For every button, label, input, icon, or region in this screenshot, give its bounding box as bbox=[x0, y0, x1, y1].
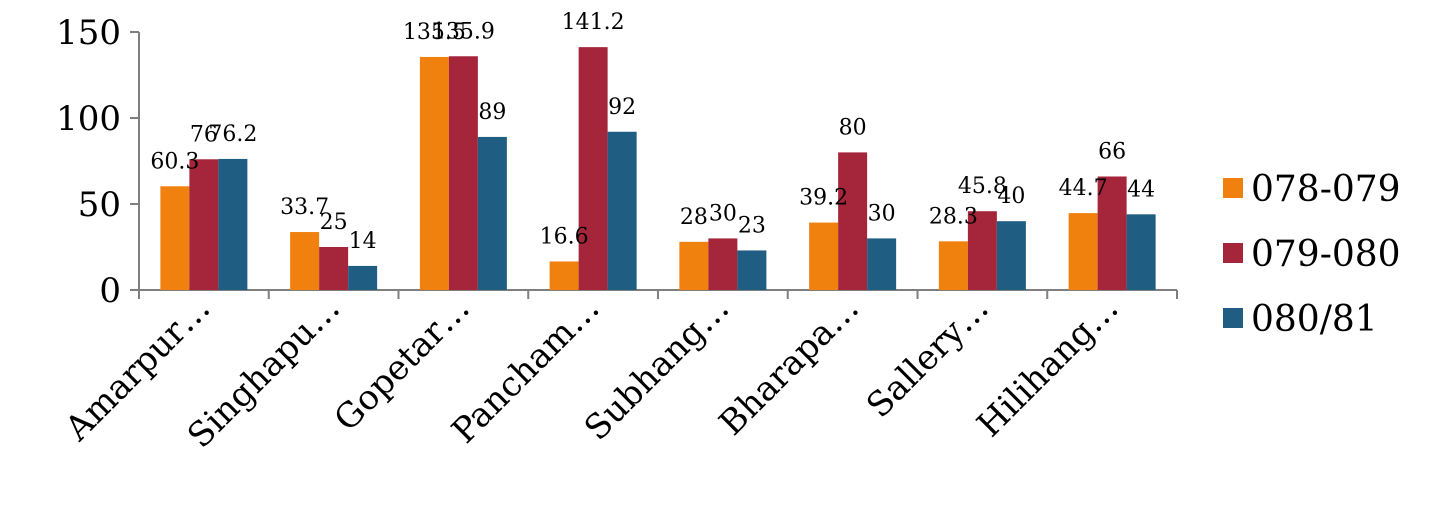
bar bbox=[1126, 214, 1156, 290]
data-label: 30 bbox=[709, 201, 737, 226]
data-label: 92 bbox=[608, 95, 636, 120]
data-labels: 60.3 33.7 135.5 16.6 28 39.2 28.3 44.7 76 25 135.9… bbox=[150, 10, 1155, 254]
data-label: 44.7 bbox=[1059, 176, 1108, 201]
bar bbox=[578, 47, 608, 290]
bar bbox=[448, 56, 478, 290]
data-label: 66 bbox=[1098, 139, 1126, 164]
data-label: 39.2 bbox=[799, 186, 848, 211]
bar bbox=[160, 186, 190, 290]
bar bbox=[867, 238, 897, 290]
y-tick-label: 150 bbox=[56, 13, 121, 53]
legend-swatch bbox=[1223, 178, 1243, 198]
bar bbox=[319, 247, 349, 290]
data-label: 30 bbox=[868, 201, 896, 226]
bar bbox=[189, 159, 219, 290]
legend-label: 080/81 bbox=[1251, 299, 1378, 340]
data-label: 135.9 bbox=[432, 19, 495, 44]
legend-swatch bbox=[1223, 243, 1243, 263]
bar bbox=[290, 232, 320, 290]
data-label: 76 bbox=[190, 122, 218, 147]
data-label: 28 bbox=[680, 205, 708, 230]
x-category-label: Bharapa… bbox=[712, 288, 867, 443]
data-label: 60.3 bbox=[150, 149, 199, 174]
bar bbox=[737, 250, 767, 290]
data-label: 44 bbox=[1127, 177, 1155, 202]
bar bbox=[838, 152, 868, 290]
bar bbox=[809, 222, 839, 290]
x-category-label: Hilihang… bbox=[969, 288, 1126, 445]
data-label: 14 bbox=[349, 229, 377, 254]
bar bbox=[938, 241, 968, 290]
bar bbox=[607, 131, 637, 290]
x-category-label: Sallery… bbox=[859, 288, 997, 426]
data-label: 40 bbox=[997, 184, 1025, 209]
data-label: 23 bbox=[738, 213, 766, 238]
bar bbox=[708, 238, 738, 290]
data-label: 89 bbox=[478, 100, 506, 125]
bar bbox=[996, 221, 1026, 290]
legend-label: 079-080 bbox=[1251, 234, 1401, 275]
y-axis: 0 50 100 150 bbox=[56, 13, 140, 311]
bar bbox=[549, 261, 579, 290]
bar bbox=[218, 158, 248, 290]
data-label: 16.6 bbox=[540, 224, 589, 249]
legend: 078-079 079-080 080/81 bbox=[1223, 169, 1401, 340]
legend-label: 078-079 bbox=[1251, 169, 1401, 210]
data-label: 33.7 bbox=[280, 195, 329, 220]
legend-swatch bbox=[1223, 308, 1243, 328]
bars bbox=[160, 47, 1156, 290]
data-label: 80 bbox=[839, 115, 867, 140]
y-tick-label: 0 bbox=[99, 271, 121, 311]
x-axis: Amarpur…Singhapu…Gopetar…Pancham…Subhang… bbox=[57, 288, 1178, 456]
data-label: 135.5 bbox=[403, 20, 466, 45]
data-label: 25 bbox=[320, 210, 348, 235]
data-label: 76.2 bbox=[208, 122, 257, 147]
data-label: 45.8 bbox=[958, 174, 1007, 199]
bar bbox=[1097, 176, 1127, 290]
y-tick-label: 100 bbox=[56, 99, 121, 139]
bar bbox=[679, 241, 709, 290]
bar bbox=[1068, 213, 1098, 290]
data-label: 28.3 bbox=[929, 204, 978, 229]
bar bbox=[348, 265, 378, 290]
bar bbox=[967, 211, 997, 290]
bar bbox=[477, 136, 507, 290]
y-tick-label: 50 bbox=[78, 185, 121, 225]
bar bbox=[419, 56, 449, 290]
data-label: 141.2 bbox=[562, 10, 625, 35]
